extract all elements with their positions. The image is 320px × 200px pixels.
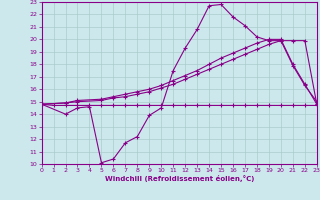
X-axis label: Windchill (Refroidissement éolien,°C): Windchill (Refroidissement éolien,°C) bbox=[105, 175, 254, 182]
